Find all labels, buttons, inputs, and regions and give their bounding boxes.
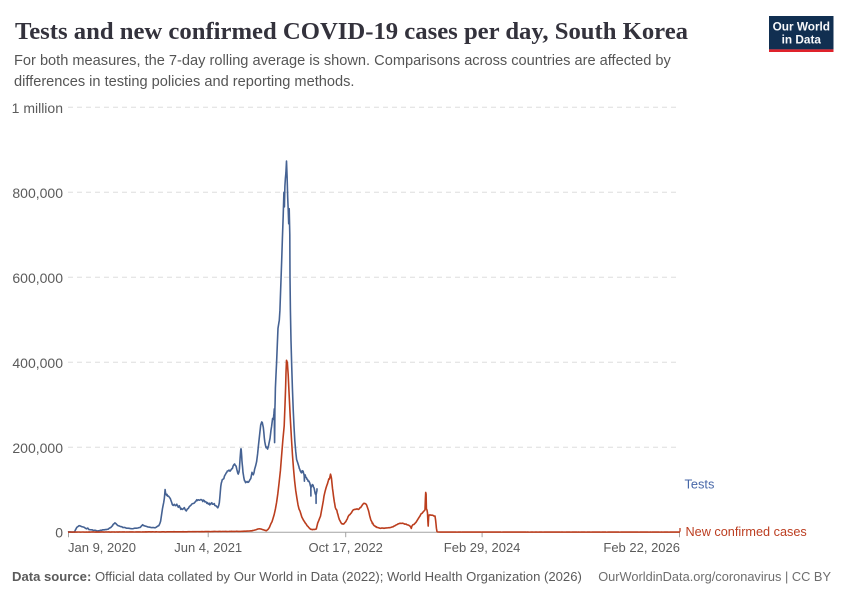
svg-text:Data source: Official data col: Data source: Official data collated by O… xyxy=(12,569,582,584)
svg-text:New confirmed cases: New confirmed cases xyxy=(686,525,807,539)
svg-text:OurWorldinData.org/coronavirus: OurWorldinData.org/coronavirus | CC BY xyxy=(598,569,831,584)
svg-text:0: 0 xyxy=(55,524,63,540)
svg-text:Oct 17, 2022: Oct 17, 2022 xyxy=(308,540,382,555)
svg-text:Tests and new confirmed COVID-: Tests and new confirmed COVID-19 cases p… xyxy=(15,18,688,45)
svg-text:For both measures, the 7-day r: For both measures, the 7-day rolling ave… xyxy=(14,53,671,69)
svg-text:Tests: Tests xyxy=(685,476,715,491)
svg-text:Feb 22, 2026: Feb 22, 2026 xyxy=(603,540,680,555)
svg-text:1 million: 1 million xyxy=(12,100,63,116)
svg-text:Our World: Our World xyxy=(773,19,830,33)
svg-text:Feb 29, 2024: Feb 29, 2024 xyxy=(444,540,521,555)
svg-text:in Data: in Data xyxy=(782,32,822,46)
svg-text:differences in testing policie: differences in testing policies and repo… xyxy=(14,74,354,90)
svg-text:Jun 4, 2021: Jun 4, 2021 xyxy=(174,540,242,555)
svg-text:600,000: 600,000 xyxy=(12,270,63,286)
svg-text:Jan 9, 2020: Jan 9, 2020 xyxy=(68,540,136,555)
svg-text:200,000: 200,000 xyxy=(12,440,63,456)
svg-text:400,000: 400,000 xyxy=(12,355,63,371)
svg-text:800,000: 800,000 xyxy=(12,185,63,201)
